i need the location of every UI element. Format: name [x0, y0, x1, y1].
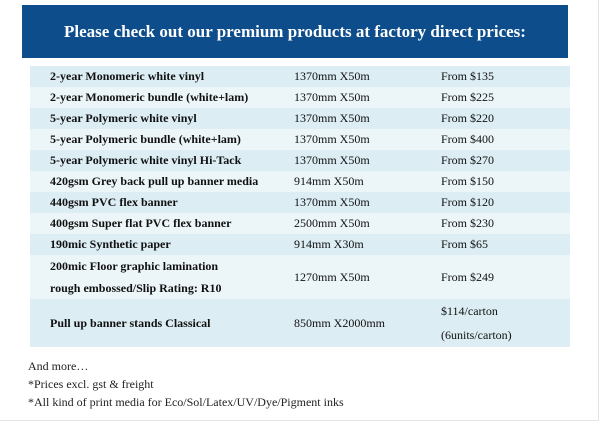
- table-cell: From $120: [441, 192, 570, 213]
- table-row: 2-year Monomeric bundle (white+lam) 1370m…: [30, 87, 570, 108]
- table-cell: From $220: [441, 108, 570, 129]
- table-cell: From $230: [441, 213, 570, 234]
- table-cell: From $135: [441, 66, 570, 87]
- notes: And more… *Prices excl. gst & freight *All…: [28, 357, 344, 411]
- cell-text: 5-year Polymeric white vinyl Hi-Tack: [50, 153, 242, 167]
- table-cell: 2-year Monomeric bundle (white+lam): [30, 87, 294, 108]
- table-row: 5-year Polymeric white vinyl 1370mm X50m F…: [30, 108, 570, 129]
- table-row: 420gsm Grey back pull up banner media 914…: [30, 171, 570, 192]
- table-row: Pull up banner stands Classical 850mm X20…: [30, 299, 570, 347]
- table-row: 190mic Synthetic paper 914mm X30m From $65: [30, 234, 570, 255]
- cell-text: 914mm X50m: [294, 174, 364, 188]
- table-cell: 200mic Floor graphic lamination rough emb…: [30, 255, 294, 299]
- cell-text: 2-year Monomeric bundle (white+lam): [50, 90, 249, 104]
- cell-text: 190mic Synthetic paper: [50, 237, 171, 251]
- table-cell: 5-year Polymeric white vinyl: [30, 108, 294, 129]
- cell-text: From $225: [441, 90, 495, 104]
- cell-text: rough embossed/Slip Rating: R10: [50, 281, 222, 295]
- cell-text: 1370mm X50m: [294, 69, 370, 83]
- table-row: 440gsm PVC flex banner 1370mm X50m From $1…: [30, 192, 570, 213]
- table-cell: From $65: [441, 234, 570, 255]
- cell-text: 1370mm X50m: [294, 195, 370, 209]
- table-cell: 1370mm X50m: [294, 129, 441, 150]
- cell-text: 850mm X2000mm: [294, 316, 386, 330]
- cell-text: 1370mm X50m: [294, 132, 370, 146]
- cell-text: From $400: [441, 132, 495, 146]
- cell-text: From $249: [441, 270, 495, 284]
- cell-text: From $220: [441, 111, 495, 125]
- table-cell: 1370mm X50m: [294, 150, 441, 171]
- note: *Prices excl. gst & freight: [28, 377, 154, 391]
- cell-text: From $150: [441, 174, 495, 188]
- cell-text: 1370mm X50m: [294, 90, 370, 104]
- table-cell: From $270: [441, 150, 570, 171]
- table-row: 5-year Polymeric white vinyl Hi-Tack 1370…: [30, 150, 570, 171]
- table-row: 200mic Floor graphic lamination rough emb…: [30, 255, 570, 299]
- cell-text: 2-year Monomeric white vinyl: [50, 69, 205, 83]
- table-cell: 2-year Monomeric white vinyl: [30, 66, 294, 87]
- table-row: 2-year Monomeric white vinyl 1370mm X50m F…: [30, 66, 570, 87]
- note: *All kind of print media for Eco/Sol/Lat…: [28, 395, 344, 409]
- table-cell: 850mm X2000mm: [294, 299, 441, 347]
- cell-text: 5-year Polymeric bundle (white+lam): [50, 132, 241, 146]
- table-cell: From $225: [441, 87, 570, 108]
- table-row: 400gsm Super flat PVC flex banner 2500mm …: [30, 213, 570, 234]
- cell-text: From $120: [441, 195, 495, 209]
- table-cell: From $150: [441, 171, 570, 192]
- table-cell: 914mm X30m: [294, 234, 441, 255]
- table-cell: 190mic Synthetic paper: [30, 234, 294, 255]
- table-cell: 420gsm Grey back pull up banner media: [30, 171, 294, 192]
- note: And more…: [28, 359, 89, 373]
- cell-text: 2500mm X50m: [294, 216, 370, 230]
- cell-text: 5-year Polymeric white vinyl: [50, 111, 197, 125]
- cell-text: From $135: [441, 69, 495, 83]
- cell-text: From $270: [441, 153, 495, 167]
- table-cell: From $249: [441, 255, 570, 299]
- table-cell: Pull up banner stands Classical: [30, 299, 294, 347]
- table-cell: 5-year Polymeric bundle (white+lam): [30, 129, 294, 150]
- table-cell: 440gsm PVC flex banner: [30, 192, 294, 213]
- cell-text: 440gsm PVC flex banner: [50, 195, 178, 209]
- table-cell: 400gsm Super flat PVC flex banner: [30, 213, 294, 234]
- table-cell: $114/carton (6units/carton): [441, 299, 570, 347]
- cell-text: 420gsm Grey back pull up banner media: [50, 174, 259, 188]
- cell-text: 1370mm X50m: [294, 111, 370, 125]
- cell-text: 914mm X30m: [294, 237, 364, 251]
- cell-text: From $65: [441, 237, 489, 251]
- cell-text: 1270mm X50m: [294, 270, 370, 284]
- table-cell: 2500mm X50m: [294, 213, 441, 234]
- table-row: 5-year Polymeric bundle (white+lam) 1370m…: [30, 129, 570, 150]
- cell-text: Pull up banner stands Classical: [50, 316, 211, 330]
- table-cell: From $400: [441, 129, 570, 150]
- table-cell: 1270mm X50m: [294, 255, 441, 299]
- table-cell: 1370mm X50m: [294, 66, 441, 87]
- table-cell: 914mm X50m: [294, 171, 441, 192]
- table-cell: 5-year Polymeric white vinyl Hi-Tack: [30, 150, 294, 171]
- header-title: Please check out our premium products at…: [22, 5, 568, 58]
- cell-text: From $230: [441, 216, 495, 230]
- cell-text: 1370mm X50m: [294, 153, 370, 167]
- price-table: 2-year Monomeric white vinyl 1370mm X50m F…: [30, 66, 570, 347]
- cell-text: 400gsm Super flat PVC flex banner: [50, 216, 232, 230]
- cell-text: (6units/carton): [441, 328, 512, 342]
- cell-text: $114/carton: [441, 304, 498, 318]
- table-cell: 1370mm X50m: [294, 108, 441, 129]
- table-cell: 1370mm X50m: [294, 87, 441, 108]
- cell-text: 200mic Floor graphic lamination: [50, 259, 219, 273]
- table-cell: 1370mm X50m: [294, 192, 441, 213]
